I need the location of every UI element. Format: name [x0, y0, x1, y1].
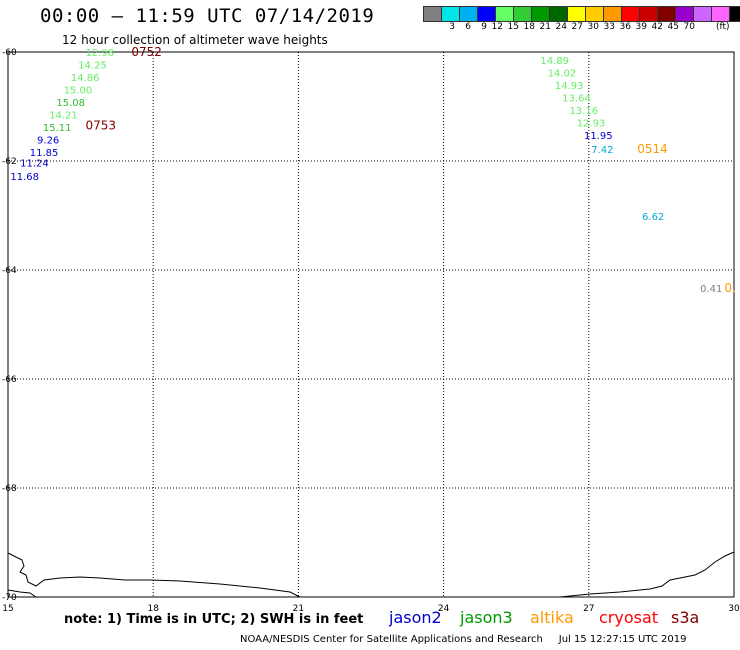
wave-height-value: 14.02 [548, 69, 577, 80]
longitude-label: 30 [728, 604, 740, 614]
satellite-legend-altika: altika [530, 608, 574, 627]
latitude-label: -68 [2, 484, 17, 494]
longitude-label: 24 [438, 604, 450, 614]
color-scale-unit: (ft) [716, 22, 730, 32]
latitude-label: -62 [2, 157, 17, 167]
map-title: 00:00 – 11:59 UTC 07/14/2019 [40, 5, 375, 27]
color-scale-label: 27 [571, 22, 583, 32]
color-scale-label: 36 [619, 22, 631, 32]
coastline-east [559, 551, 735, 598]
wave-height-value: 11.68 [10, 172, 39, 183]
color-scale-label: 21 [539, 22, 551, 32]
wave-height-value: 14.21 [49, 110, 78, 121]
coastline-west-inner [7, 589, 37, 598]
wave-height-value: 14.25 [78, 60, 107, 71]
wave-height-value: 15.08 [56, 98, 85, 109]
longitude-label: 15 [2, 604, 13, 614]
pass-time-label: 0753 [85, 118, 116, 132]
wave-height-value: 6.62 [642, 212, 664, 223]
color-scale-label: 39 [635, 22, 647, 32]
wave-height-value: 14.86 [71, 73, 100, 84]
wave-height-value: 0.41 [700, 284, 722, 295]
satellite-legend-jason3: jason3 [460, 608, 513, 627]
note-text: note: 1) Time is in UTC; 2) SWH is in fe… [64, 612, 364, 627]
latitude-label: -64 [2, 266, 17, 276]
pass-time-label: 0752 [131, 45, 162, 59]
wave-height-value: 9.26 [37, 136, 59, 147]
satellite-legend-cryosat: cryosat [599, 608, 659, 627]
color-scale-label: 24 [555, 22, 567, 32]
color-scale-swatch [729, 6, 740, 22]
coastline-west [7, 552, 301, 598]
satellite-legend-s3a: s3a [671, 608, 700, 627]
wave-height-value: 13.16 [569, 106, 598, 117]
satellite-legend-jason2: jason2 [389, 608, 442, 627]
color-scale-label: 45 [667, 22, 679, 32]
wave-height-value: 11.95 [584, 131, 613, 142]
map-frame [7, 51, 735, 598]
latitude-label: -70 [2, 593, 17, 603]
wave-height-value: 11.24 [20, 158, 49, 169]
wave-height-value: 11.85 [30, 148, 59, 159]
pass-time-label: 0514 [637, 142, 668, 156]
color-scale-label: 15 [507, 22, 519, 32]
color-scale [423, 6, 740, 22]
wave-height-value: 14.89 [540, 56, 569, 67]
pass-time-label: 0. [724, 281, 735, 295]
color-scale-label: 30 [587, 22, 599, 32]
wave-height-value: 15.00 [64, 85, 93, 96]
latitude-label: -66 [2, 375, 17, 385]
color-scale-label: 9 [481, 22, 487, 32]
wave-height-value: 12.93 [577, 119, 606, 130]
footer-credit: NOAA/NESDIS Center for Satellite Applica… [240, 634, 687, 645]
longitude-label: 21 [293, 604, 304, 614]
color-scale-label: 3 [449, 22, 455, 32]
wave-height-value: 15.11 [43, 123, 72, 134]
longitude-label: 18 [147, 604, 159, 614]
wave-height-value: 13.64 [562, 94, 591, 105]
wave-height-value: 7.42 [591, 145, 613, 156]
color-scale-label: 6 [465, 22, 471, 32]
color-scale-label: 18 [523, 22, 535, 32]
color-scale-label: 33 [603, 22, 615, 32]
map-subtitle: 12 hour collection of altimeter wave hei… [62, 33, 328, 47]
latitude-label: -60 [2, 48, 17, 58]
wave-height-value: 14.93 [555, 81, 584, 92]
color-scale-label: 12 [491, 22, 503, 32]
color-scale-label: 70 [683, 22, 695, 32]
color-scale-label: 42 [651, 22, 663, 32]
wave-height-value: 12.98 [85, 48, 114, 59]
color-scale-labels: 3 6 9 12 15 18 21 24 27 30 33 36 39 42 45 70 [423, 22, 711, 32]
longitude-label: 27 [583, 604, 594, 614]
